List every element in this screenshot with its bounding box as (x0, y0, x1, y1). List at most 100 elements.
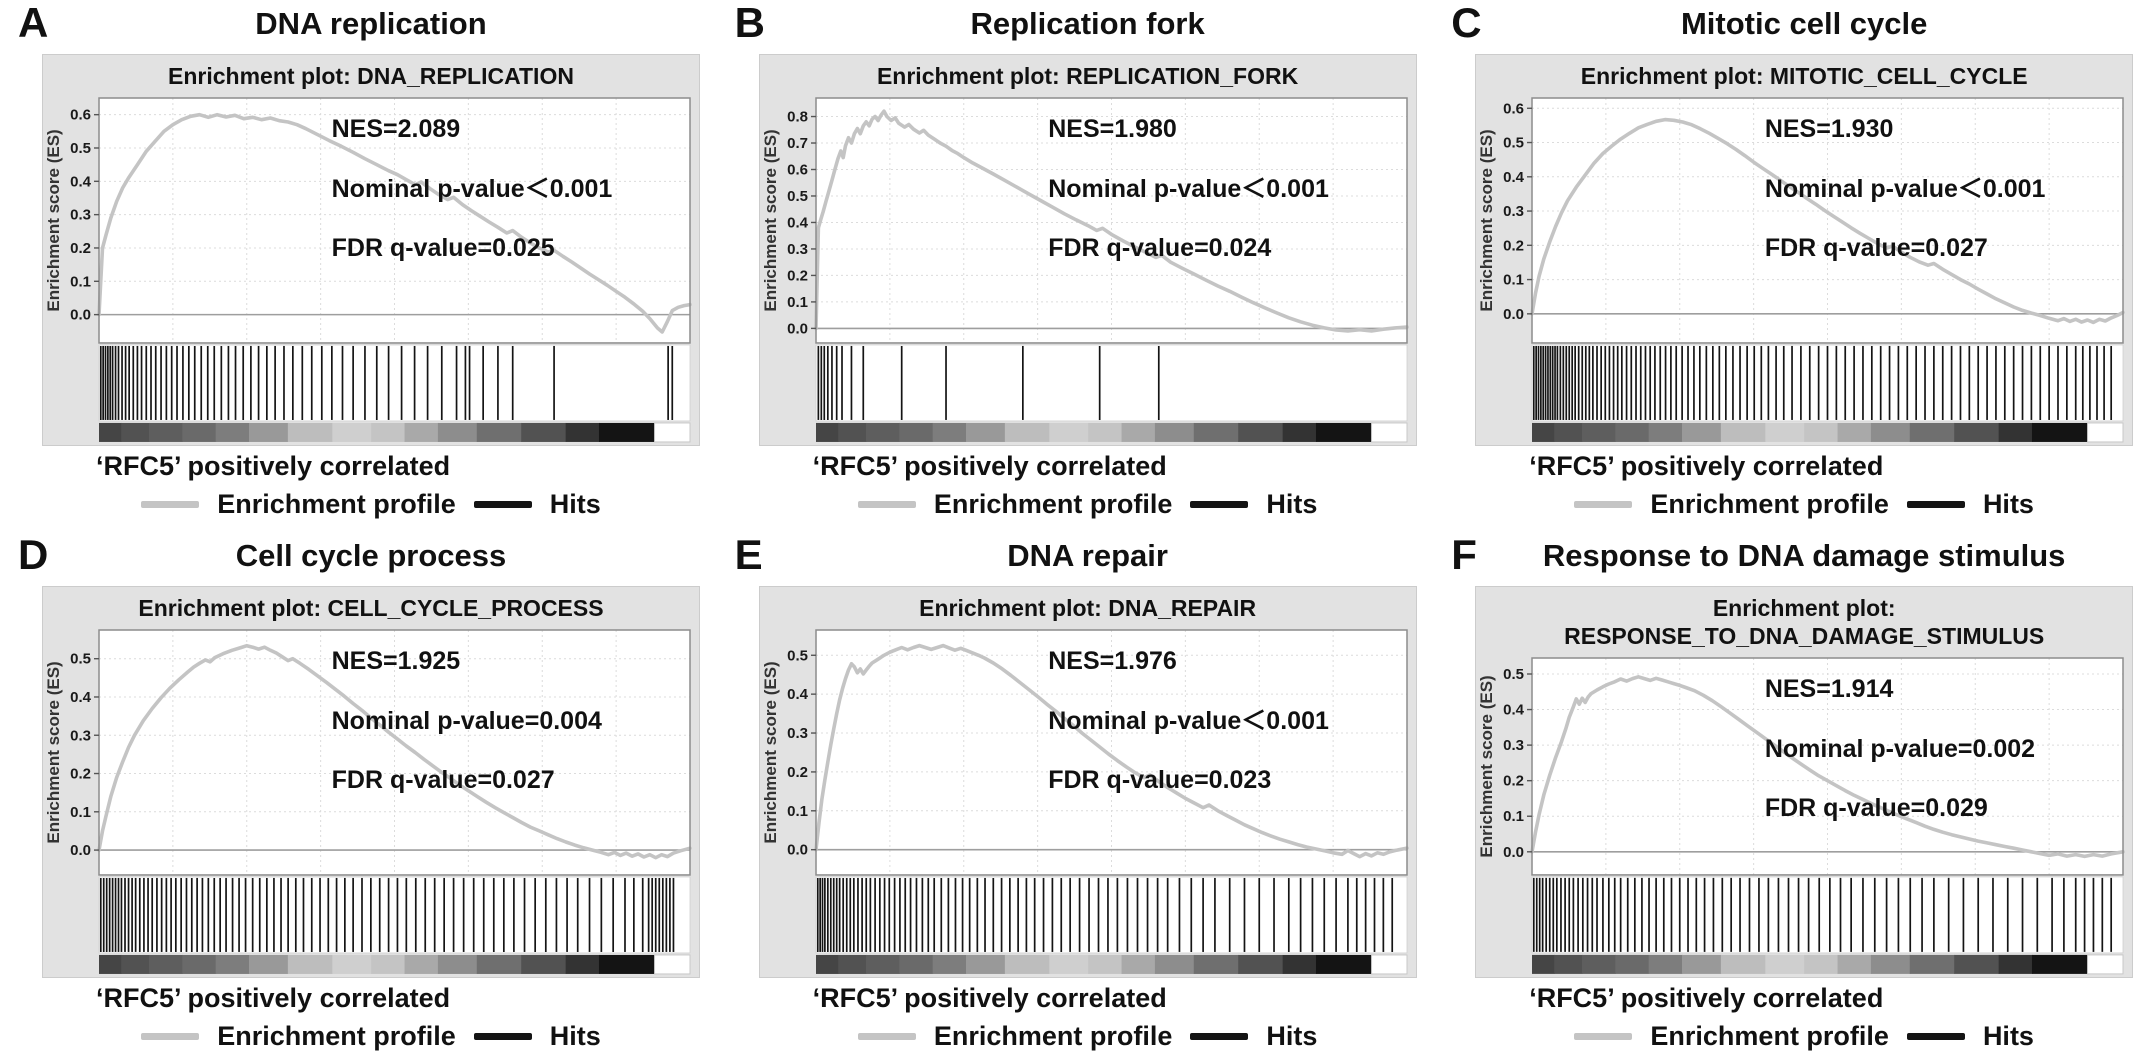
hits-label: Hits (549, 489, 601, 519)
plot-border (1531, 97, 2124, 344)
plot-border (98, 97, 691, 344)
enrichment-plot-header: Enrichment plot: DNA_REPLICATION (168, 63, 574, 89)
svg-text:0.0: 0.0 (1503, 844, 1524, 861)
svg-text:0.1: 0.1 (70, 804, 91, 821)
enrichment-plot-box: Enrichment plot: DNA_REPLICATION 0.6 0.5 0… (42, 54, 700, 446)
panel-title: Mitotic cell cycle (1680, 6, 1928, 41)
svg-text:0.7: 0.7 (787, 135, 808, 152)
enrichment-plot-box: Enrichment plot: REPLICATION_FORK 0.8 0.7… (758, 54, 1417, 446)
svg-text:0.1: 0.1 (1503, 272, 1524, 289)
hits-label: Hits (1266, 489, 1318, 519)
enrichment-profile-swatch (1574, 1033, 1633, 1040)
panel-dna-repair: E DNA repair Enrichment plot: DNA_REPAIR… (717, 531, 1434, 1064)
enrichment-profile-label: Enrichment profile (933, 489, 1173, 519)
grid-lines (99, 98, 690, 343)
gsea-plot-svg: 0.6 0.5 0.4 0.3 0.2 0.1 0.0 Enrichment score (E… (1477, 97, 2125, 443)
svg-text:0.5: 0.5 (1503, 666, 1524, 683)
enrichment-plot-header: Enrichment plot: CELL_CYCLE_PROCESS (138, 595, 604, 621)
pvalue: Nominal p-value＜0.001 (331, 174, 613, 203)
grid-lines (1532, 98, 2124, 343)
plot-border (98, 629, 691, 876)
hits-label: Hits (1266, 1021, 1318, 1051)
panel-title: Response to DNA damage stimulus (1542, 538, 2066, 573)
fdr-qvalue: FDR q-value=0.027 (331, 766, 555, 795)
panel-letter: C (1451, 0, 1482, 46)
svg-text:0.2: 0.2 (1503, 237, 1524, 254)
panel-letter: A (18, 0, 49, 46)
gradient-white-tail (1370, 954, 1408, 975)
enrichment-plot-header: Enrichment plot: MITOTIC_CELL_CYCLE (1580, 63, 2028, 89)
hits-barcode (99, 878, 675, 952)
y-axis-ticks: 0.5 0.4 0.3 0.2 0.1 0.0 (787, 647, 816, 859)
hits-label: Hits (1982, 489, 2034, 519)
enrichment-plot-box: Enrichment plot: RESPONSE_TO_DNA_DAMAGE_… (1475, 586, 2134, 978)
enrichment-score-curve (97, 112, 692, 334)
enrichment-plot-header: Enrichment plot: DNA_REPAIR (919, 595, 1257, 621)
correlation-label: ‘RFC5’ positively correlated (96, 983, 451, 1013)
svg-text:0.0: 0.0 (787, 320, 808, 337)
y-axis-label: Enrichment score (ES) (761, 129, 780, 311)
ranked-list-gradient (815, 422, 1408, 443)
enrichment-score-curve (1530, 117, 2125, 325)
stats-block: NES=2.089 Nominal p-value＜0.001 FDR q-va… (332, 113, 613, 292)
panel-letter: F (1451, 531, 1477, 578)
plot-border (814, 97, 1408, 344)
y-axis-ticks: 0.8 0.7 0.6 0.5 0.4 0.3 0.2 0.1 0.0 (787, 109, 816, 337)
svg-text:0.2: 0.2 (787, 267, 808, 284)
svg-text:0.1: 0.1 (70, 273, 91, 290)
hits-barcode (1533, 878, 2113, 952)
enrichment-profile-label: Enrichment profile (933, 1021, 1173, 1051)
enrichment-plot-box: Enrichment plot: DNA_REPAIR 0.5 0.4 0.3 0.2… (758, 586, 1417, 978)
hits-swatch (1190, 501, 1249, 508)
enrichment-profile-swatch (141, 501, 200, 508)
svg-text:0.1: 0.1 (787, 294, 808, 311)
ranked-list-gradient (1532, 422, 2124, 443)
nes-value: NES=1.930 (1764, 115, 1894, 144)
svg-text:0.4: 0.4 (70, 689, 92, 706)
hits-barcode (817, 346, 1160, 420)
stats-block: NES=1.976 Nominal p-value＜0.001 FDR q-va… (1048, 645, 1329, 824)
enrichment-profile-swatch (857, 501, 916, 508)
enrichment-plot-canvas: 0.5 0.4 0.3 0.2 0.1 0.0 Enrichment score (ES) … (43, 625, 699, 977)
hits-swatch (1906, 1033, 1965, 1040)
svg-text:0.6: 0.6 (70, 107, 91, 124)
plot-legend: Enrichment profile Hits (42, 489, 700, 520)
plot-border (1531, 657, 2124, 876)
correlation-label: ‘RFC5’ positively correlated (96, 451, 451, 481)
svg-text:0.8: 0.8 (787, 109, 808, 126)
svg-text:0.2: 0.2 (787, 764, 808, 781)
plot-legend: Enrichment profile Hits (1475, 489, 2133, 520)
plot-legend: Enrichment profile Hits (1475, 1021, 2133, 1052)
gradient-white-tail (2087, 422, 2124, 443)
pvalue: Nominal p-value＜0.001 (1764, 174, 2046, 203)
enrichment-plot-canvas: 0.8 0.7 0.6 0.5 0.4 0.3 0.2 0.1 0.0 Enrichment sc… (760, 93, 1416, 445)
gradient-white-tail (654, 422, 691, 443)
nes-value: NES=1.914 (1764, 675, 1894, 704)
y-axis-label: Enrichment score (ES) (44, 129, 63, 311)
gsea-plot-svg: 0.5 0.4 0.3 0.2 0.1 0.0 Enrichment score (ES) (761, 629, 1409, 975)
svg-text:0.6: 0.6 (787, 162, 808, 179)
panel-cell-cycle-process: D Cell cycle process Enrichment plot: CE… (0, 531, 717, 1064)
grid-lines (815, 98, 1407, 343)
stats-block: NES=1.980 Nominal p-value＜0.001 FDR q-va… (1048, 113, 1329, 292)
hits-swatch (1906, 501, 1965, 508)
gsea-plot-svg: 0.8 0.7 0.6 0.5 0.4 0.3 0.2 0.1 0.0 Enrichment sc… (761, 97, 1409, 443)
svg-text:0.4: 0.4 (1503, 702, 1525, 719)
enrichment-profile-swatch (141, 1033, 200, 1040)
svg-text:0.5: 0.5 (70, 140, 91, 157)
hits-barcode (1533, 346, 2113, 420)
svg-text:0.3: 0.3 (70, 207, 91, 224)
svg-text:0.6: 0.6 (1503, 100, 1524, 117)
y-axis-label: Enrichment score (ES) (44, 661, 63, 843)
enrichment-profile-label: Enrichment profile (1650, 489, 1889, 519)
hits-swatch (473, 1033, 532, 1040)
gradient-white-tail (2087, 954, 2124, 975)
panel-replication-fork: B Replication fork Enrichment plot: REPL… (717, 0, 1434, 532)
enrichment-profile-swatch (1574, 501, 1633, 508)
svg-text:0.3: 0.3 (70, 727, 91, 744)
svg-text:0.0: 0.0 (70, 307, 91, 324)
hits-barcode (99, 346, 674, 420)
fdr-qvalue: FDR q-value=0.027 (1764, 234, 1988, 263)
enrichment-profile-label: Enrichment profile (217, 1021, 456, 1051)
fdr-qvalue: FDR q-value=0.029 (1764, 794, 1988, 823)
